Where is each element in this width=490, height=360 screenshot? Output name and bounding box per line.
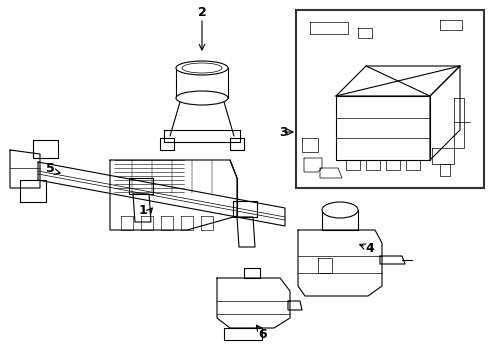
Polygon shape	[432, 148, 454, 164]
Polygon shape	[20, 180, 46, 202]
Polygon shape	[201, 216, 213, 230]
Polygon shape	[244, 268, 260, 278]
Ellipse shape	[176, 91, 228, 105]
Polygon shape	[310, 22, 348, 34]
Polygon shape	[336, 96, 430, 160]
Polygon shape	[298, 230, 382, 296]
Text: 1: 1	[139, 203, 147, 216]
Polygon shape	[160, 138, 174, 150]
Polygon shape	[237, 217, 255, 247]
Polygon shape	[380, 256, 405, 264]
Polygon shape	[366, 160, 380, 170]
Ellipse shape	[176, 61, 228, 75]
Polygon shape	[386, 160, 400, 170]
Polygon shape	[10, 150, 40, 188]
Polygon shape	[346, 160, 360, 170]
Polygon shape	[322, 210, 358, 230]
Polygon shape	[38, 162, 285, 226]
Polygon shape	[121, 216, 133, 230]
Ellipse shape	[322, 202, 358, 218]
Polygon shape	[233, 201, 257, 217]
Text: 5: 5	[46, 162, 54, 175]
Polygon shape	[406, 160, 420, 170]
Polygon shape	[304, 158, 322, 172]
Polygon shape	[164, 130, 240, 142]
Polygon shape	[181, 216, 193, 230]
Polygon shape	[161, 216, 173, 230]
Text: 6: 6	[259, 328, 268, 341]
Polygon shape	[318, 258, 332, 273]
Polygon shape	[320, 168, 342, 178]
Polygon shape	[230, 138, 244, 150]
Polygon shape	[141, 216, 153, 230]
Polygon shape	[33, 140, 58, 158]
Polygon shape	[224, 328, 262, 340]
Text: 4: 4	[366, 242, 374, 255]
Polygon shape	[302, 138, 318, 152]
Polygon shape	[430, 66, 460, 160]
Polygon shape	[440, 20, 462, 30]
Polygon shape	[336, 66, 460, 96]
Polygon shape	[110, 160, 237, 230]
Polygon shape	[133, 194, 151, 222]
Bar	[296, 10, 484, 188]
Polygon shape	[288, 301, 302, 310]
Polygon shape	[217, 278, 290, 328]
Text: 2: 2	[197, 5, 206, 18]
Polygon shape	[440, 164, 450, 176]
Text: 3: 3	[280, 126, 288, 139]
Polygon shape	[358, 28, 372, 38]
Polygon shape	[129, 178, 153, 194]
Polygon shape	[454, 98, 464, 148]
